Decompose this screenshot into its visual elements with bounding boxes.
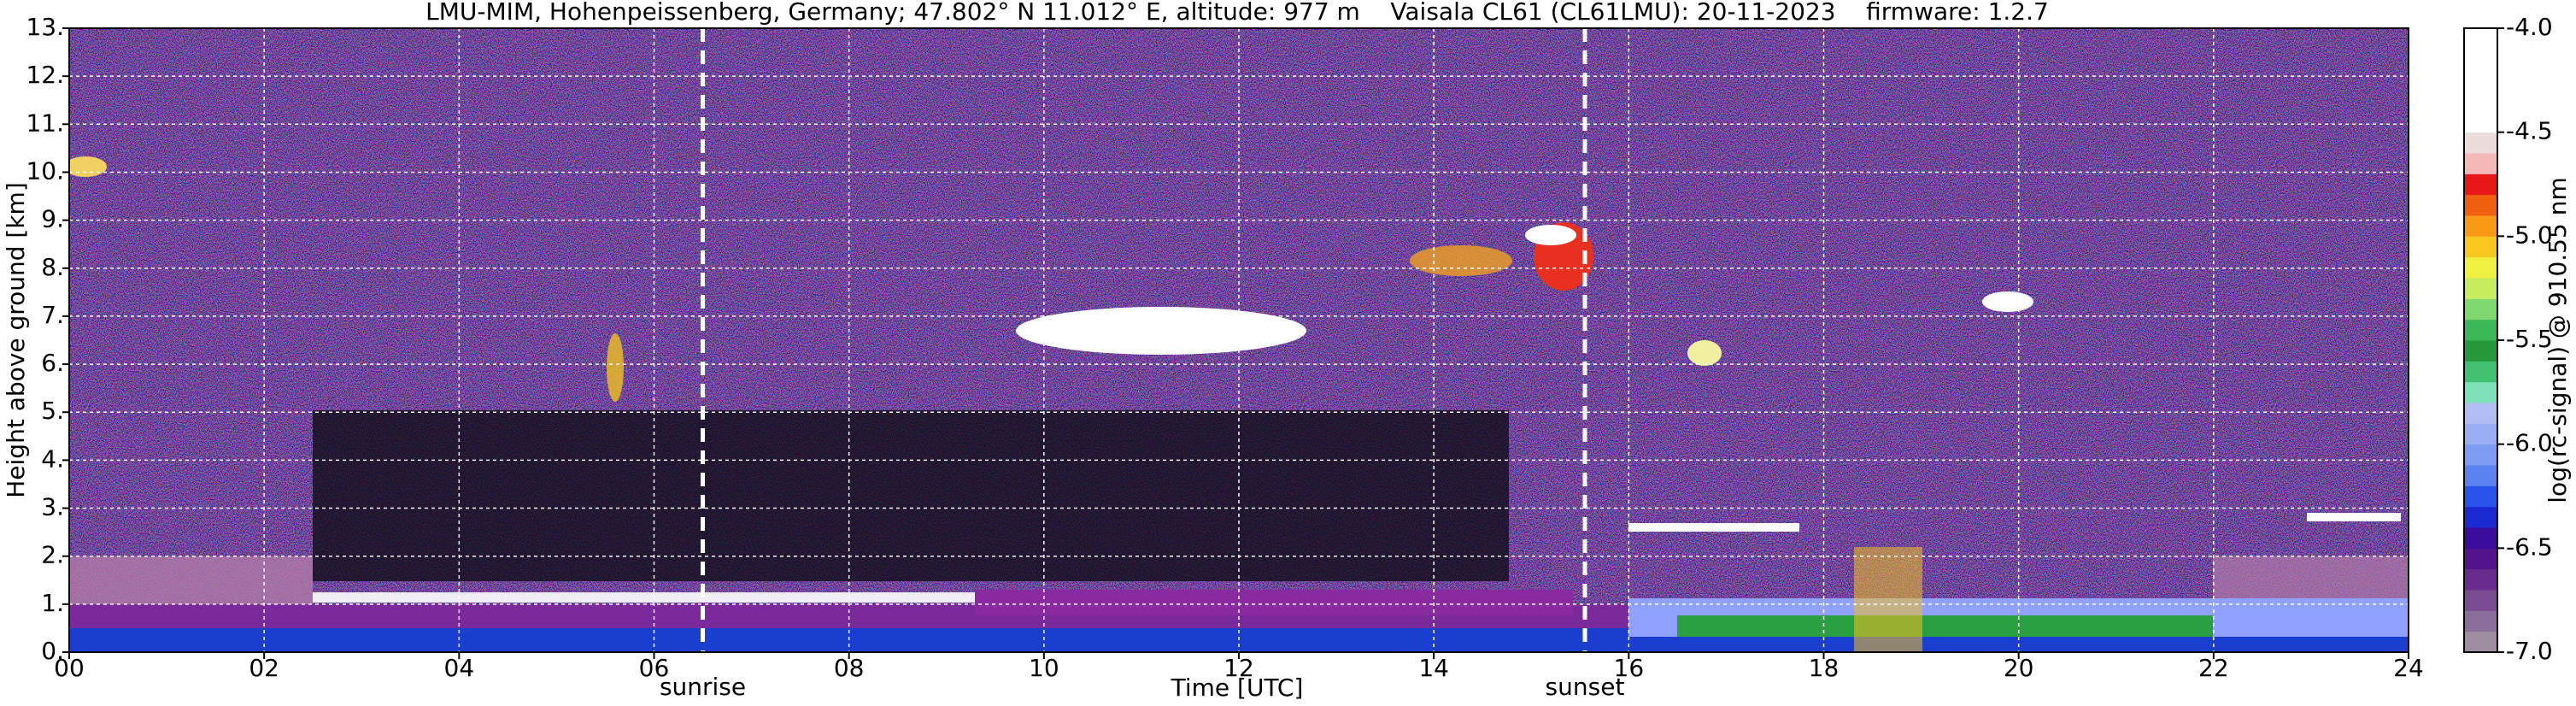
annotation-label: sunset — [1546, 673, 1625, 701]
colorbar-swatch — [2464, 132, 2497, 154]
colorbar-swatch — [2464, 485, 2497, 508]
annotation-label: sunrise — [660, 673, 746, 701]
boundary-layer — [2213, 556, 2409, 604]
colorbar-tick-label: -6.5 — [2506, 532, 2553, 561]
colorbar-swatch — [2464, 49, 2497, 71]
colorbar-tick-label: -4.5 — [2506, 117, 2553, 145]
x-tick-label: 20 — [2004, 654, 2034, 682]
cloud — [1687, 340, 1722, 366]
colorbar-swatch — [2464, 194, 2497, 216]
colorbar-swatch — [2464, 610, 2497, 632]
colorbar-swatch — [2464, 548, 2497, 570]
cloud — [1525, 225, 1576, 245]
x-tick-label: 22 — [2198, 654, 2229, 682]
cloud — [69, 156, 107, 177]
colorbar-tick-label: -5.5 — [2506, 325, 2553, 353]
x-tick-label: 10 — [1029, 654, 1059, 682]
y-tick-label: 4. — [41, 444, 64, 473]
colorbar-tick-label: -7.0 — [2506, 637, 2553, 665]
y-tick-label: 3. — [41, 493, 64, 521]
colorbar-swatch — [2464, 69, 2497, 91]
clear-layer — [313, 410, 1509, 581]
y-tick-label: 0. — [41, 637, 64, 665]
cloud — [1410, 245, 1512, 276]
x-tick-label: 18 — [1809, 654, 1840, 682]
colorbar-tick-label: -4.0 — [2506, 13, 2553, 41]
x-tick-label: 02 — [249, 654, 279, 682]
x-tick-label: 14 — [1418, 654, 1449, 682]
colorbar-swatch — [2464, 215, 2497, 237]
colorbar-swatch — [2464, 91, 2497, 112]
cloud — [1982, 291, 2033, 312]
colorbar-swatch — [2464, 568, 2497, 591]
colorbar-swatch — [2464, 506, 2497, 528]
y-tick-label: 10. — [26, 156, 64, 185]
x-tick-label: 08 — [834, 654, 865, 682]
colorbar-swatch — [2464, 153, 2497, 174]
y-tick-label: 1. — [41, 589, 64, 617]
y-tick-label: 9. — [41, 205, 64, 233]
cloud-base — [313, 592, 975, 603]
colorbar-swatch — [2464, 381, 2497, 403]
cloud — [1016, 307, 1306, 355]
colorbar-tick-label: -6.0 — [2506, 429, 2553, 457]
colorbar-swatch — [2464, 111, 2497, 133]
colorbar-swatch — [2464, 256, 2497, 279]
y-tick-label: 8. — [41, 253, 64, 281]
x-tick-label: 04 — [444, 654, 475, 682]
x-tick-label: 00 — [54, 654, 85, 682]
colorbar-swatch — [2464, 298, 2497, 321]
colorbar-swatch — [2464, 590, 2497, 611]
colorbar-swatch — [2464, 527, 2497, 549]
x-tick-label: 12 — [1223, 654, 1254, 682]
colorbar-swatch — [2464, 361, 2497, 383]
surface-layer — [1677, 615, 2213, 637]
backscatter-image — [69, 28, 2409, 652]
cloud-base — [1628, 523, 1799, 532]
y-tick-label: 2. — [41, 541, 64, 569]
cloud — [607, 333, 624, 402]
colorbar-swatch — [2464, 403, 2497, 424]
y-tick-label: 11. — [26, 109, 64, 137]
colorbar-swatch — [2464, 28, 2497, 50]
y-tick-label: 6. — [41, 349, 64, 377]
x-axis-label: Time [UTC] — [1171, 674, 1304, 702]
colorbar-swatch — [2464, 631, 2497, 653]
colorbar-swatch — [2464, 319, 2497, 341]
chart-title: LMU-MIM, Hohenpeissenberg, Germany; 47.8… — [425, 0, 2049, 26]
colorbar-swatch — [2464, 340, 2497, 362]
x-tick-label: 24 — [2393, 654, 2424, 682]
y-axis-label: Height above ground [km] — [2, 182, 30, 498]
colorbar-swatch — [2464, 423, 2497, 445]
x-tick-label: 16 — [1614, 654, 1645, 682]
boundary-layer — [69, 556, 313, 604]
colorbar-label: log(rc-signal) @ 910.55 nm — [2544, 177, 2572, 503]
colorbar-swatch — [2464, 174, 2497, 196]
precipitation — [1854, 547, 1922, 652]
colorbar-swatch — [2464, 278, 2497, 299]
y-tick-label: 13. — [26, 13, 64, 41]
y-tick-label: 12. — [26, 61, 64, 89]
cloud-base — [2307, 513, 2401, 521]
colorbar-tick-label: -5.0 — [2506, 221, 2553, 249]
y-tick-label: 7. — [41, 301, 64, 329]
x-tick-label: 06 — [639, 654, 670, 682]
boundary-layer — [975, 590, 1573, 615]
y-tick-label: 5. — [41, 397, 64, 425]
colorbar-swatch — [2464, 444, 2497, 466]
colorbar-swatch — [2464, 236, 2497, 258]
colorbar-swatch — [2464, 465, 2497, 486]
